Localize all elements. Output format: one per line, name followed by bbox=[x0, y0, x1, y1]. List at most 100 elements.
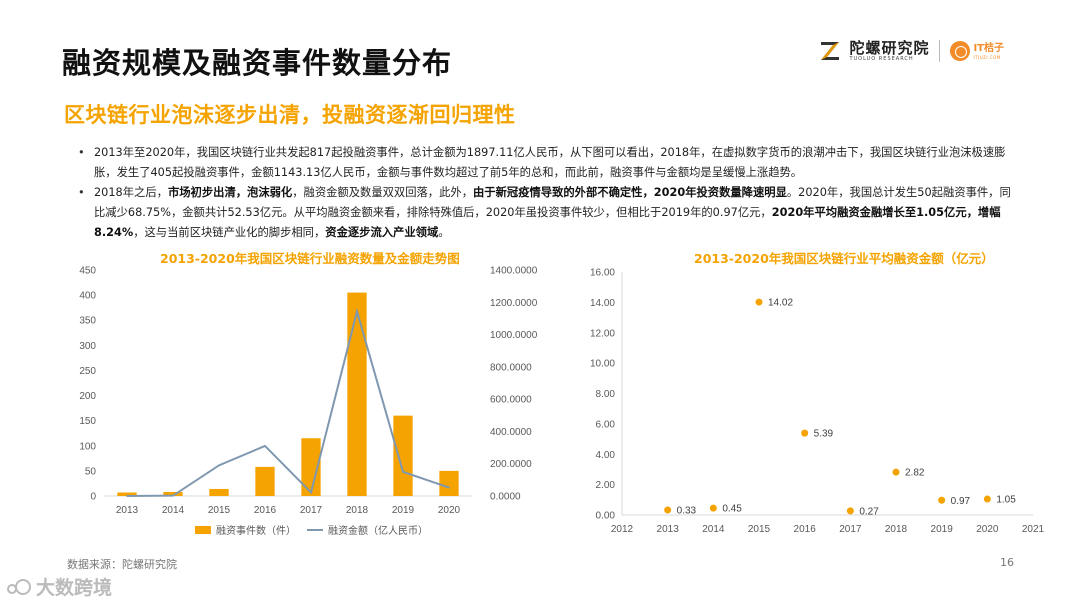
y-left-tick-label: 450 bbox=[79, 266, 96, 277]
bullet-emphasis: 市场初步出清，泡沫弱化 bbox=[167, 186, 293, 199]
data-label: 5.39 bbox=[814, 429, 834, 440]
watermark-logo-icon bbox=[7, 578, 31, 595]
x-tick-label: 2019 bbox=[931, 524, 954, 535]
bullet-text: ，融资金额及数量双双回落，此外， bbox=[292, 186, 473, 199]
data-label: 0.27 bbox=[859, 506, 879, 517]
legend-bar-swatch bbox=[195, 526, 211, 534]
bullet-text: 2013年至2020年，我国区块链行业共发起817起投融资事件，总计金额为189… bbox=[94, 146, 1006, 179]
y-left-tick-label: 0 bbox=[90, 492, 96, 503]
logo-name: 陀螺研究院 bbox=[849, 38, 930, 57]
watermark-text: 大数跨境 bbox=[36, 577, 113, 599]
line-series bbox=[126, 307, 450, 497]
bullet-text: 。 bbox=[438, 226, 450, 239]
x-tick-label: 2017 bbox=[300, 505, 323, 516]
y-tick-label: 4.00 bbox=[596, 450, 616, 461]
x-tick-label: 2014 bbox=[702, 524, 725, 535]
scatter-point bbox=[755, 298, 763, 306]
y-right-tick-label: 800.0000 bbox=[490, 362, 532, 373]
y-right-tick-label: 1400.0000 bbox=[490, 266, 538, 277]
legend-bar-label: 融资事件数（件） bbox=[216, 524, 296, 537]
data-label: 2.82 bbox=[905, 468, 925, 479]
x-tick-label: 2013 bbox=[657, 524, 680, 535]
y-tick-label: 12.00 bbox=[590, 328, 615, 339]
logo-name-en: TUOLUO RESEARCH bbox=[849, 55, 914, 62]
bar bbox=[255, 466, 275, 496]
y-right-tick-label: 1000.0000 bbox=[490, 330, 538, 341]
line-point bbox=[264, 445, 266, 447]
bar bbox=[439, 470, 459, 496]
data-label: 0.33 bbox=[677, 505, 697, 516]
x-tick-label: 2019 bbox=[392, 505, 415, 516]
y-tick-label: 16.00 bbox=[590, 268, 615, 279]
bar bbox=[209, 488, 229, 496]
y-tick-label: 0.00 bbox=[596, 511, 616, 522]
y-right-tick-label: 400.0000 bbox=[490, 427, 532, 438]
page-subtitle: 区块链行业泡沫逐步出清，投融资逐渐回归理性 bbox=[64, 103, 516, 127]
orange-icon bbox=[950, 41, 971, 61]
data-source: 数据来源：陀螺研究院 bbox=[67, 558, 177, 571]
y-left-tick-label: 350 bbox=[79, 316, 96, 327]
x-tick-label: 2014 bbox=[162, 505, 185, 516]
bar-line-chart-title: 2013-2020年我国区块链行业融资数量及金额走势图 bbox=[160, 251, 460, 266]
y-left-tick-label: 150 bbox=[79, 416, 96, 427]
y-tick-label: 6.00 bbox=[596, 419, 616, 430]
x-tick-label: 2016 bbox=[794, 524, 817, 535]
x-tick-label: 2015 bbox=[748, 524, 771, 535]
tuoluo-logo-icon bbox=[821, 42, 840, 60]
x-tick-label: 2015 bbox=[208, 505, 231, 516]
scatter-point bbox=[801, 429, 809, 437]
line-point bbox=[218, 464, 220, 467]
y-tick-label: 10.00 bbox=[590, 359, 615, 370]
y-tick-label: 14.00 bbox=[590, 298, 615, 309]
y-left-tick-label: 100 bbox=[79, 441, 96, 452]
y-right-tick-label: 200.0000 bbox=[490, 459, 532, 470]
line-point bbox=[172, 494, 174, 497]
y-right-tick-label: 600.0000 bbox=[490, 395, 532, 406]
bar bbox=[117, 492, 137, 496]
x-tick-label: 2016 bbox=[254, 505, 277, 516]
data-label: 14.02 bbox=[768, 298, 793, 309]
y-left-tick-label: 200 bbox=[79, 391, 96, 402]
x-tick-label: 2012 bbox=[611, 524, 634, 535]
scatter-point bbox=[983, 495, 991, 503]
line-point bbox=[356, 310, 358, 313]
page-title: 融资规模及融资事件数量分布 bbox=[62, 46, 453, 80]
scatter-point bbox=[938, 496, 946, 504]
x-tick-label: 2013 bbox=[116, 505, 139, 516]
bullet-item: 2013年至2020年，我国区块链行业共发起817起投融资事件，总计金额为189… bbox=[78, 143, 1013, 183]
bullet-list: 2013年至2020年，我国区块链行业共发起817起投融资事件，总计金额为189… bbox=[78, 143, 1013, 243]
line-point bbox=[126, 495, 128, 497]
y-right-tick-label: 1200.0000 bbox=[490, 298, 538, 309]
line-point bbox=[448, 486, 450, 489]
y-tick-label: 2.00 bbox=[596, 480, 616, 491]
watermark: 大数跨境 bbox=[6, 573, 112, 600]
line-point bbox=[402, 470, 404, 473]
line-point bbox=[310, 491, 312, 494]
bar bbox=[163, 491, 183, 496]
bullet-text: ，这与当前区块链产业化的脚步相同， bbox=[133, 226, 326, 239]
scatter-point bbox=[709, 504, 717, 512]
y-right-tick-label: 0.0000 bbox=[490, 492, 521, 503]
bullet-text: 。2020年，我国总计发生50起融资事件，同比减少68.75%，金额共计52.5… bbox=[94, 186, 1011, 219]
bullet-item: 2018年之后，市场初步出清，泡沫弱化，融资金额及数量双双回落，此外，由于新冠疫… bbox=[78, 183, 1013, 243]
partner-name: IT桔子 bbox=[973, 42, 1004, 54]
y-left-tick-label: 300 bbox=[79, 341, 96, 352]
bar bbox=[301, 438, 321, 496]
x-tick-label: 2018 bbox=[346, 505, 369, 516]
y-left-tick-label: 250 bbox=[79, 366, 96, 377]
x-tick-label: 2018 bbox=[885, 524, 908, 535]
scatter-point bbox=[846, 507, 854, 515]
bullet-emphasis: 由于新冠疫情导致的外部不确定性，2020年投资数量降速明显 bbox=[473, 186, 787, 199]
scatter-point bbox=[892, 468, 900, 476]
data-label: 1.05 bbox=[996, 495, 1016, 506]
logo-divider bbox=[939, 40, 941, 62]
x-tick-label: 2020 bbox=[438, 505, 461, 516]
x-tick-label: 2020 bbox=[976, 524, 999, 535]
bullet-emphasis: 资金逐步流入产业领域 bbox=[325, 226, 439, 239]
y-tick-label: 8.00 bbox=[596, 389, 616, 400]
scatter-chart: 0.00 2.00 4.00 6.00 8.00 10.00 12.00 14.00 16.00… bbox=[590, 268, 1045, 536]
bar bbox=[393, 415, 413, 496]
y-left-tick-label: 50 bbox=[85, 466, 97, 477]
x-tick-label: 2021 bbox=[1022, 524, 1045, 535]
x-tick-label: 2017 bbox=[839, 524, 862, 535]
